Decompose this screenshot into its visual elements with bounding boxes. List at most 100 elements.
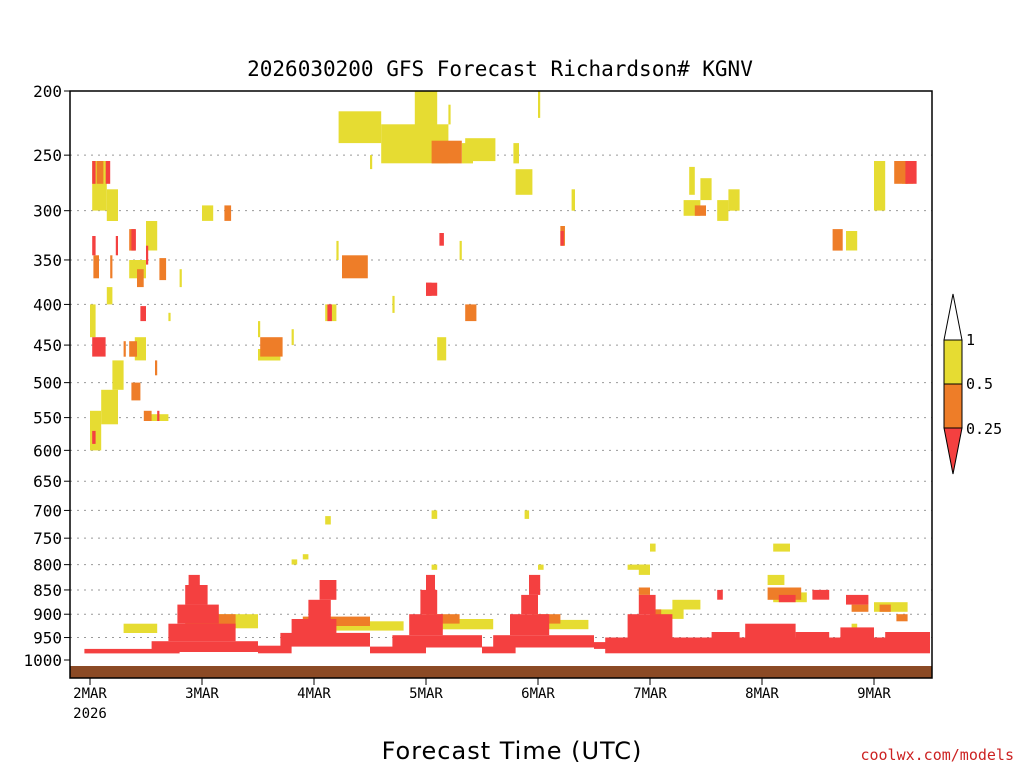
legend-arrow-top [943, 293, 963, 341]
ri-cell [84, 648, 180, 654]
ri-cell [224, 205, 232, 221]
ri-cell [431, 140, 462, 164]
ri-cell [336, 240, 339, 260]
ri-cell [168, 312, 171, 322]
ri-cell [896, 614, 908, 622]
ri-cell [93, 255, 99, 279]
ri-cell [92, 430, 96, 444]
ri-cell [638, 587, 650, 595]
credit-text: coolwx.com/models [860, 746, 1014, 764]
ri-cell [202, 205, 214, 221]
ri-cell [112, 360, 124, 390]
ri-cell [110, 255, 113, 279]
ri-cell [338, 111, 382, 144]
ri-cell [188, 574, 200, 585]
y-tick-label: 750 [33, 529, 62, 548]
ri-cell [115, 236, 118, 256]
ri-cell [258, 321, 261, 338]
ri-cell [571, 189, 575, 211]
y-tick-label: 700 [33, 501, 62, 520]
ri-cell [879, 604, 891, 612]
chart-title: 2026030200 GFS Forecast Richardson# KGNV [247, 57, 753, 81]
y-tick-label: 400 [33, 295, 62, 314]
ri-cell [302, 554, 309, 560]
ri-cell [319, 580, 337, 600]
ri-cell [894, 161, 908, 184]
ri-cell [717, 200, 729, 221]
ri-cell [846, 594, 869, 605]
x-tick-label: 7MAR [633, 686, 667, 702]
y-axis: 200 250 300 350 400 450 500 550 600 650 700 750 800 8… [23, 82, 70, 670]
color-legend: 1 0.5 0.25 [943, 293, 1002, 475]
ri-cell [795, 632, 830, 640]
ri-cell [728, 189, 740, 211]
ri-cell [513, 143, 519, 164]
ri-cell [437, 619, 494, 630]
ri-cell [258, 645, 292, 654]
ri-cell [392, 295, 395, 313]
ri-cell [773, 543, 790, 552]
ri-cell [105, 161, 111, 184]
ri-cell [605, 637, 930, 654]
ri-cell [745, 623, 796, 638]
ri-cell [529, 574, 541, 595]
ri-cell [650, 543, 656, 552]
ri-cell [106, 189, 118, 221]
ri-cell [101, 389, 118, 425]
x-tick-label: 6MAR [521, 686, 555, 702]
ri-cell [465, 304, 477, 322]
y-tick-label: 200 [33, 82, 62, 101]
ri-cell [426, 574, 435, 590]
ri-cell [370, 155, 373, 170]
ri-cell [155, 360, 158, 376]
x-tick-label: 2MAR [73, 686, 107, 702]
ri-cell [342, 255, 368, 279]
ri-cell [431, 510, 438, 519]
ri-cell [185, 585, 208, 605]
ri-cell [131, 382, 141, 401]
ri-cell [426, 282, 438, 296]
ri-cell [538, 91, 541, 118]
ri-cell [140, 306, 146, 322]
ri-cell [840, 627, 874, 639]
x-axis: 2MAR 2026 3MAR 4MAR 5MAR 6MAR 7MAR 8MAR 9MAR [73, 678, 891, 722]
ri-cell [137, 269, 144, 288]
ri-cell [832, 229, 843, 251]
grid-lines [70, 154, 932, 639]
ri-cell [459, 240, 462, 260]
legend-label: 1 [966, 331, 975, 349]
y-tick-label: 1000 [23, 651, 62, 670]
ri-cell [689, 166, 695, 195]
ri-cell [524, 510, 530, 519]
plot-frame [69, 90, 933, 679]
x-tick-label: 9MAR [857, 686, 891, 702]
ri-cell [767, 574, 785, 585]
ri-cell [291, 329, 294, 346]
ri-cell [146, 221, 158, 251]
ri-cell [439, 233, 444, 246]
ri-cell [437, 337, 447, 361]
ri-cell [420, 589, 438, 615]
y-tick-label: 500 [33, 374, 62, 393]
y-tick-label: 600 [33, 441, 62, 460]
ri-cell [521, 594, 538, 615]
y-tick-label: 300 [33, 202, 62, 221]
legend-arrow-bottom [943, 427, 963, 475]
ri-cell [510, 614, 550, 636]
ri-cell [92, 161, 96, 184]
ri-cell [134, 337, 146, 361]
y-tick-label: 250 [33, 146, 62, 165]
ri-cell [431, 564, 438, 570]
y-tick-label: 650 [33, 472, 62, 491]
ri-cell [291, 559, 298, 565]
legend-label: 0.5 [966, 375, 993, 393]
ri-cell [96, 161, 104, 184]
y-tick-label: 900 [33, 605, 62, 624]
ri-cell [448, 104, 451, 125]
ri-cell [146, 245, 149, 265]
ri-cell [92, 236, 96, 256]
x-tick-label: 4MAR [297, 686, 331, 702]
ri-cell [123, 341, 126, 357]
ri-cell [123, 623, 158, 633]
